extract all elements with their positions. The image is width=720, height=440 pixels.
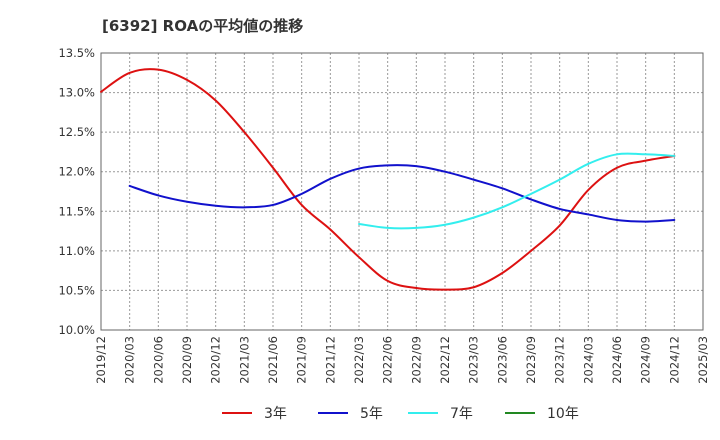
legend-label-3: 10年 [547, 406, 579, 422]
plot-area-border [100, 52, 704, 331]
y-tick-label: 10.0% [58, 323, 95, 337]
x-tick-label: 2024/09 [639, 336, 653, 384]
x-tick-label: 2020/06 [151, 336, 165, 384]
x-tick-label: 2019/12 [94, 336, 108, 384]
x-tick-label: 2024/03 [581, 336, 595, 384]
x-tick-label: 2023/03 [467, 336, 481, 384]
legend-label-0: 3年 [264, 406, 287, 422]
y-tick-label: 12.0% [58, 165, 95, 179]
x-tick-label: 2020/03 [123, 336, 137, 384]
x-tick-label: 2025/03 [696, 336, 710, 384]
x-tick-label: 2021/09 [295, 336, 309, 384]
series-line-1 [128, 164, 676, 223]
y-tick-label: 13.0% [58, 86, 95, 100]
y-tick-label: 12.5% [58, 125, 95, 139]
x-tick-label: 2021/03 [237, 336, 251, 384]
series-layer [100, 68, 676, 291]
x-tick-label: 2024/06 [610, 336, 624, 384]
x-tick-label: 2022/03 [352, 336, 366, 384]
legend-label-2: 7年 [450, 406, 473, 422]
x-tick-label: 2023/12 [553, 336, 567, 384]
chart-title: [6392] ROAの平均値の推移 [102, 17, 304, 35]
x-tick-label: 2023/06 [495, 336, 509, 384]
y-tick-label: 10.5% [58, 283, 95, 297]
y-tick-label: 13.5% [58, 46, 95, 60]
y-tick-label: 11.0% [58, 244, 95, 258]
series-line-0 [100, 68, 676, 291]
x-tick-label: 2022/06 [381, 336, 395, 384]
series-line-2 [358, 152, 676, 230]
x-tick-label: 2020/09 [180, 336, 194, 384]
axis-layer: 10.0% 10.5% 11.0% 11.5% 12.0% 12.5% 13.0% 13.5%… [58, 46, 710, 384]
y-tick-label: 11.5% [58, 204, 95, 218]
x-tick-label: 2023/09 [524, 336, 538, 384]
x-tick-label: 2022/12 [438, 336, 452, 384]
legend-label-1: 5年 [360, 406, 383, 422]
legend-layer: 3年 5年 7年 10年 [222, 406, 579, 422]
x-tick-label: 2022/09 [409, 336, 423, 384]
x-tick-label: 2021/12 [323, 336, 337, 384]
x-tick-label: 2021/06 [266, 336, 280, 384]
x-tick-label: 2020/12 [209, 336, 223, 384]
grid-layer [100, 52, 704, 331]
x-tick-label: 2024/12 [667, 336, 681, 384]
